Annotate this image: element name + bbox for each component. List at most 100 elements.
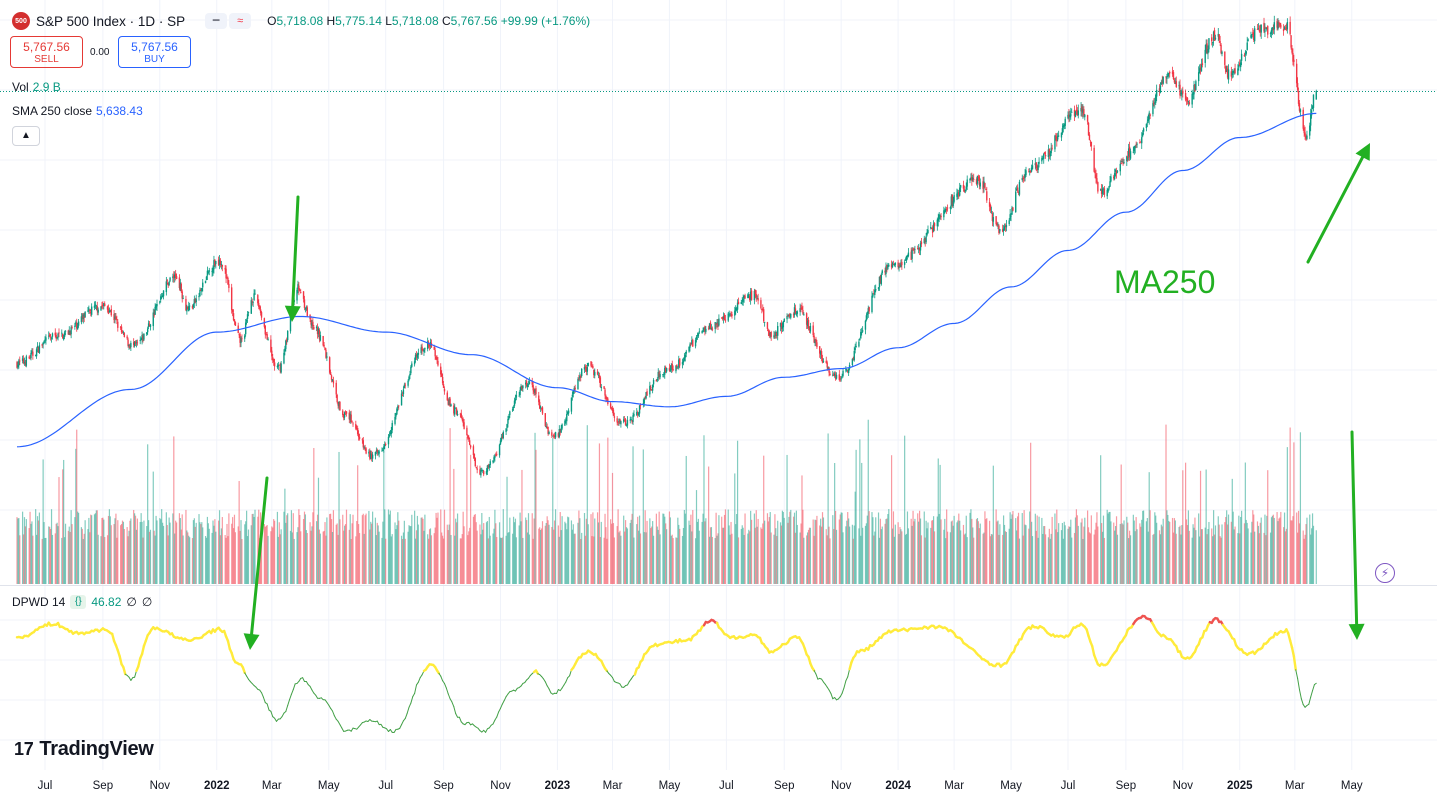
volume-bar: [626, 528, 629, 584]
candle-body: [342, 414, 345, 418]
oscillator-segment: [1297, 678, 1300, 691]
time-axis-label: Sep: [433, 780, 453, 792]
volume-bar: [704, 521, 706, 584]
candle-body: [1234, 68, 1236, 74]
candle-body: [365, 448, 367, 454]
oscillator-segment: [828, 689, 832, 694]
candle-body: [847, 371, 849, 373]
volume-bar: [1302, 530, 1304, 584]
volume-bar: [540, 529, 542, 584]
candle-body: [1054, 135, 1056, 150]
sma-legend[interactable]: SMA 250 close 5,638.43: [12, 104, 143, 118]
volume-bar: [866, 515, 868, 584]
candle-body: [698, 331, 701, 333]
compare-icon[interactable]: ≈: [229, 13, 252, 29]
candle-body: [825, 360, 827, 364]
candle-body: [1212, 31, 1215, 41]
candle-body: [932, 223, 935, 232]
oscillator-segment: [1287, 632, 1292, 642]
volume-bar: [548, 524, 550, 584]
dpwd-oscillator-line: [15, 614, 1317, 733]
volume-bar: [528, 534, 531, 584]
sell-button[interactable]: 5,767.56 SELL: [10, 36, 83, 68]
volume-bar: [1095, 522, 1097, 584]
candle-body: [460, 413, 462, 418]
indicator-legend[interactable]: DPWD 14 {} 46.82 ∅ ∅: [12, 595, 153, 609]
oscillator-segment: [386, 728, 389, 732]
volume-bar: [541, 521, 544, 584]
volume-bar: [127, 536, 129, 584]
candle-body: [410, 366, 412, 374]
volume-bar: [596, 512, 599, 584]
volume-bar: [459, 538, 461, 584]
volume-bar: [670, 535, 672, 584]
volume-bar: [283, 511, 285, 584]
candle-body: [134, 341, 137, 344]
oscillator-segment: [830, 692, 834, 700]
volume-legend[interactable]: Vol 2.9 B: [12, 80, 61, 94]
candle-body: [502, 431, 504, 438]
candle-body: [951, 194, 953, 205]
volume-bar: [781, 510, 783, 584]
volume-bar: [322, 531, 324, 584]
candle-body: [87, 310, 89, 312]
volume-bar: [1141, 519, 1143, 584]
candle-body: [185, 298, 187, 311]
volume-bar: [966, 537, 968, 584]
volume-bar: [407, 531, 409, 584]
oscillator-segment: [399, 724, 403, 729]
volume-bar: [988, 520, 991, 584]
volume-bar: [232, 517, 234, 584]
symbol-title[interactable]: S&P 500 Index · 1D · SP: [36, 13, 186, 29]
candle-body: [930, 226, 932, 229]
minus-icon[interactable]: ━: [205, 13, 228, 29]
volume-bar: [63, 459, 65, 584]
candle-body: [750, 290, 753, 300]
candle-body: [625, 425, 628, 427]
volume-bar: [1096, 512, 1098, 584]
volume-bar: [940, 519, 942, 584]
candle-body: [1174, 82, 1177, 84]
volume-bar: [1031, 536, 1034, 584]
volume-bar: [159, 518, 161, 584]
tradingview-logo[interactable]: 17 TradingView: [14, 738, 154, 760]
collapse-legend-button[interactable]: ▲: [12, 126, 40, 146]
volume-bar: [833, 528, 835, 584]
candle-body: [991, 213, 994, 221]
volume-bar: [1064, 525, 1066, 584]
candle-body: [83, 315, 85, 318]
volume-bar: [691, 531, 693, 584]
volume-bar: [149, 529, 152, 584]
oscillator-segment: [137, 657, 142, 668]
candle-body: [907, 252, 910, 257]
candle-body: [970, 177, 972, 180]
candle-body: [952, 200, 954, 207]
volume-bar: [1016, 530, 1018, 584]
candle-body: [1067, 114, 1069, 119]
volume-bar: [1239, 533, 1241, 584]
time-axis-label: Nov: [490, 780, 511, 792]
candle-body: [672, 369, 674, 371]
buy-button[interactable]: 5,767.56 BUY: [118, 36, 191, 68]
oscillator-segment: [414, 684, 417, 694]
candle-body: [669, 368, 672, 371]
candle-body: [204, 280, 207, 284]
candle-body: [893, 263, 896, 266]
candle-body: [453, 405, 455, 414]
volume-bar: [586, 425, 588, 584]
candle-body: [959, 185, 962, 188]
volume-bar: [677, 517, 679, 584]
volume-bar: [821, 512, 824, 584]
lightning-icon[interactable]: ⚡: [1375, 563, 1395, 583]
volume-bar: [450, 535, 452, 584]
candle-body: [684, 354, 687, 358]
candle-body: [1029, 171, 1031, 172]
source-code-icon[interactable]: {}: [70, 595, 87, 609]
volume-bar: [1083, 526, 1085, 584]
candle-body: [949, 206, 952, 209]
candle-body: [356, 428, 359, 435]
volume-bar: [1108, 511, 1110, 584]
candle-body: [931, 227, 934, 233]
oscillator-segment: [226, 639, 232, 651]
